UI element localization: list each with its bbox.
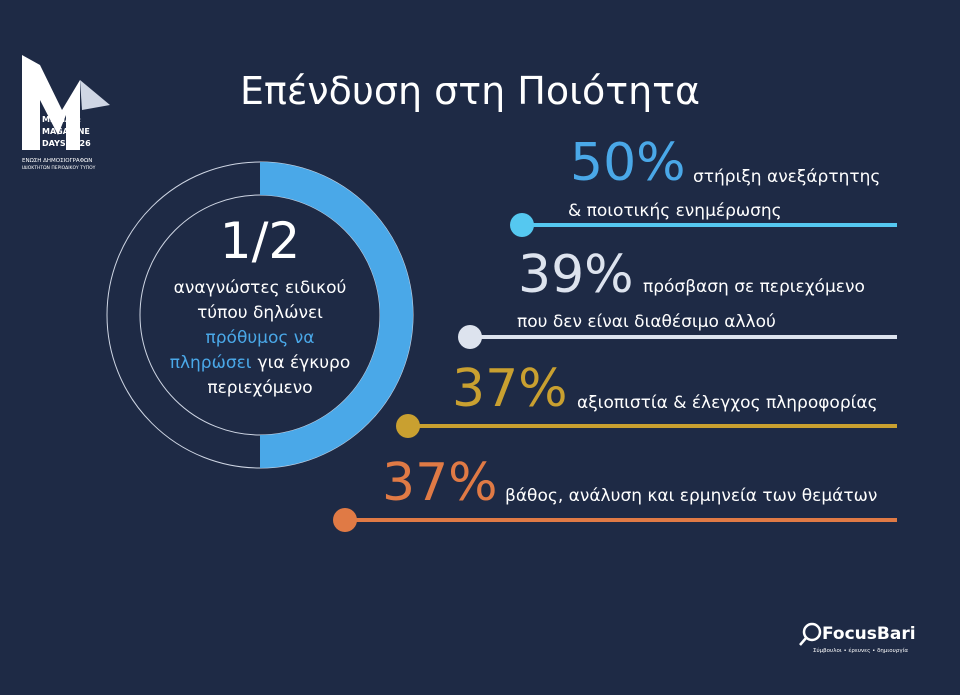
footer-tagline: Σύμβουλοι • έρευνες • δημιουργία: [813, 647, 908, 654]
item-text: που δεν είναι διαθέσιμο αλλού: [517, 312, 776, 332]
footer-brand: FocusBari: [822, 624, 916, 644]
title: Επένδυση στη Ποιότητα: [240, 69, 700, 113]
item-percent: 50%: [570, 133, 686, 193]
logo: MEDIA & MAGAZINE DAYS 2026 ΕΝΩΣΗ ΔΗΜΟΣΙΟ…: [22, 55, 110, 171]
logo-org: ΙΔΙΟΚΤΗΤΩΝ ΠΕΡΙΟΔΙΚΟΥ ΤΥΠΟΥ: [22, 165, 96, 171]
item-percent: 37%: [452, 359, 568, 419]
item-percent: 39%: [518, 245, 634, 305]
item-percent: 37%: [382, 453, 498, 513]
donut-text: αναγνώστες ειδικού: [174, 278, 347, 298]
footer-icon: [799, 637, 807, 646]
donut-text: για έγκυρο: [258, 353, 351, 373]
donut-text-row: πληρώσει για έγκυρο: [170, 353, 351, 373]
footer-logo: FocusBari Σύμβουλοι • έρευνες • δημιουργ…: [799, 622, 916, 654]
item-text: βάθος, ανάλυση και ερμηνεία των θεμάτων: [505, 486, 877, 506]
logo-text: MEDIA &: [42, 115, 81, 124]
item-text: & ποιοτικής ενημέρωσης: [568, 201, 782, 221]
logo-text: DAYS 2026: [42, 139, 91, 148]
item-text: πρόσβαση σε περιεχόμενο: [643, 277, 865, 297]
donut-text: περιεχόμενο: [207, 378, 312, 398]
donut-highlight: πρόθυμος να: [206, 328, 315, 348]
items: 50% στήριξη ανεξάρτητης & ποιοτικής ενημέρ…: [333, 133, 897, 532]
donut-highlight: πληρώσει: [170, 353, 252, 373]
item-text: στήριξη ανεξάρτητης: [693, 167, 880, 187]
item-dot: [396, 414, 420, 438]
logo-mark: [22, 55, 80, 150]
donut: 1/2 αναγνώστες ειδικού τύπου δηλώνει πρό…: [106, 161, 414, 469]
footer-icon: [802, 622, 822, 642]
item-dot: [458, 325, 482, 349]
donut-text: τύπου δηλώνει: [197, 303, 323, 323]
item-dot: [333, 508, 357, 532]
logo-text: MAGAZINE: [42, 127, 90, 136]
logo-book: [80, 80, 110, 110]
item-dot: [510, 213, 534, 237]
donut-figure: 1/2: [220, 212, 300, 270]
item-text: αξιοπιστία & έλεγχος πληροφορίας: [577, 393, 878, 413]
logo-org: ΕΝΩΣΗ ΔΗΜΟΣΙΟΓΡΑΦΩΝ: [22, 158, 92, 164]
donut-half: [260, 162, 413, 468]
